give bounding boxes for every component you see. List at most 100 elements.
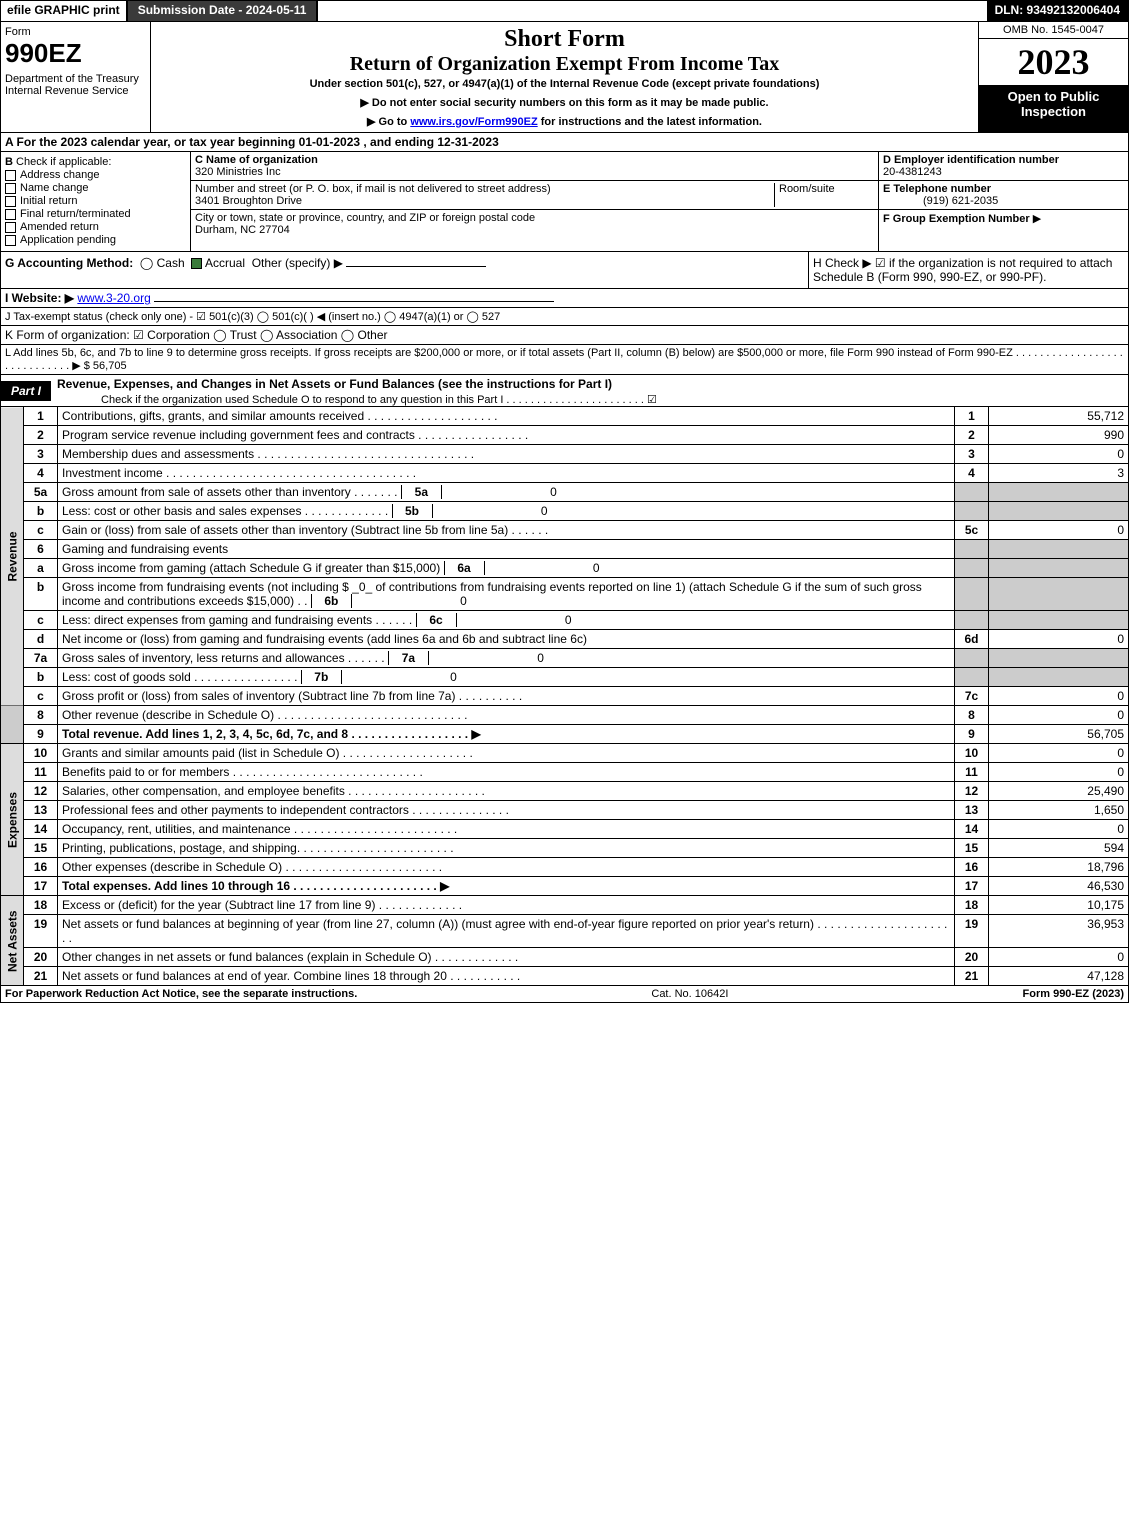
ln5b-sub: 5b [392, 504, 432, 518]
ln6d-text: Net income or (loss) from gaming and fun… [58, 630, 955, 649]
section-b: B Check if applicable: Address change Na… [1, 152, 191, 251]
header-middle: Short Form Return of Organization Exempt… [151, 22, 978, 132]
ln20-amt: 0 [989, 948, 1129, 967]
org-name: 320 Ministries Inc [195, 166, 281, 178]
room-suite-label: Room/suite [779, 183, 835, 195]
line-a-text: A For the 2023 calendar year, or tax yea… [5, 135, 499, 149]
g-accrual: Accrual [205, 256, 245, 270]
ln1-rn: 1 [955, 407, 989, 426]
ln6c-rn [955, 611, 989, 630]
ln9-no: 9 [24, 725, 58, 744]
ln20-text: Other changes in net assets or fund bala… [58, 948, 955, 967]
ln19-rn: 19 [955, 915, 989, 948]
c-street-label: Number and street (or P. O. box, if mail… [195, 183, 551, 195]
ln7a-no: 7a [24, 649, 58, 668]
ln15-rn: 15 [955, 839, 989, 858]
instr2-post: for instructions and the latest informat… [538, 116, 762, 128]
ln14-amt: 0 [989, 820, 1129, 839]
ln16-rn: 16 [955, 858, 989, 877]
dln-label: DLN: 93492132006404 [987, 1, 1128, 21]
ln9-desc: Total revenue. Add lines 1, 2, 3, 4, 5c,… [62, 727, 481, 741]
ln6c-sv: 0 [456, 613, 576, 627]
ln7b-sv: 0 [341, 670, 461, 684]
irs-link[interactable]: www.irs.gov/Form990EZ [410, 116, 537, 128]
ln17-amt: 46,530 [989, 877, 1129, 896]
ln7a-text: Gross sales of inventory, less returns a… [58, 649, 955, 668]
c-name-label: C Name of organization [195, 154, 318, 166]
ln5c-text: Gain or (loss) from sale of assets other… [58, 521, 955, 540]
form-header: Form 990EZ Department of the Treasury In… [0, 22, 1129, 133]
ln10-text: Grants and similar amounts paid (list in… [58, 744, 955, 763]
ln20-no: 20 [24, 948, 58, 967]
ln3-rn: 3 [955, 445, 989, 464]
ln1-text: Contributions, gifts, grants, and simila… [58, 407, 955, 426]
ln6c-amt [989, 611, 1129, 630]
ln7b-no: b [24, 668, 58, 687]
ln3-no: 3 [24, 445, 58, 464]
ln7a-sv: 0 [428, 651, 548, 665]
top-bar: efile GRAPHIC print Submission Date - 20… [0, 0, 1129, 22]
ln10-no: 10 [24, 744, 58, 763]
checkbox-amended-return[interactable] [5, 222, 16, 233]
line-g: G Accounting Method: ◯ Cash Accrual Othe… [1, 252, 808, 288]
d-label: D Employer identification number [883, 154, 1059, 166]
ln5b-text: Less: cost or other basis and sales expe… [58, 502, 955, 521]
ln6b-desc: Gross income from fundraising events (no… [62, 580, 922, 608]
form-number: 990EZ [5, 38, 146, 69]
ln14-rn: 14 [955, 820, 989, 839]
part-1-sub: Check if the organization used Schedule … [51, 393, 1128, 406]
ln6a-desc: Gross income from gaming (attach Schedul… [62, 561, 440, 575]
section-d-e-f: D Employer identification number 20-4381… [878, 152, 1128, 251]
checkbox-name-change[interactable] [5, 183, 16, 194]
ln3-amt: 0 [989, 445, 1129, 464]
checkbox-final-return[interactable] [5, 209, 16, 220]
checkbox-initial-return[interactable] [5, 196, 16, 207]
opt-application-pending: Application pending [20, 234, 116, 246]
ln14-no: 14 [24, 820, 58, 839]
ln6a-rn [955, 559, 989, 578]
ln21-rn: 21 [955, 967, 989, 986]
ln18-no: 18 [24, 896, 58, 915]
ln12-amt: 25,490 [989, 782, 1129, 801]
ln2-text: Program service revenue including govern… [58, 426, 955, 445]
foot-left: For Paperwork Reduction Act Notice, see … [5, 988, 357, 1000]
ln7b-desc: Less: cost of goods sold . . . . . . . .… [62, 670, 297, 684]
instr2-pre: ▶ Go to [367, 116, 410, 128]
ln21-amt: 47,128 [989, 967, 1129, 986]
ln18-text: Excess or (deficit) for the year (Subtra… [58, 896, 955, 915]
line-h: H Check ▶ ☑ if the organization is not r… [808, 252, 1128, 288]
ln6c-text: Less: direct expenses from gaming and fu… [58, 611, 955, 630]
expenses-side-label: Expenses [1, 744, 24, 896]
checkbox-application-pending[interactable] [5, 235, 16, 246]
ln7b-rn [955, 668, 989, 687]
revenue-side-cont [1, 706, 24, 744]
ln17-desc: Total expenses. Add lines 10 through 16 … [62, 879, 449, 893]
ln18-amt: 10,175 [989, 896, 1129, 915]
checkbox-address-change[interactable] [5, 170, 16, 181]
website-link[interactable]: www.3-20.org [77, 291, 150, 305]
opt-name-change: Name change [20, 182, 89, 194]
line-k: K Form of organization: ☑ Corporation ◯ … [0, 326, 1129, 345]
part-1-title: Revenue, Expenses, and Changes in Net As… [51, 375, 1128, 393]
ln18-rn: 18 [955, 896, 989, 915]
ln7c-amt: 0 [989, 687, 1129, 706]
line-a: A For the 2023 calendar year, or tax yea… [0, 133, 1129, 152]
ln6-text: Gaming and fundraising events [58, 540, 955, 559]
ln2-rn: 2 [955, 426, 989, 445]
checkbox-accrual[interactable] [191, 258, 202, 269]
ln12-rn: 12 [955, 782, 989, 801]
efile-print-button[interactable]: efile GRAPHIC print [1, 1, 128, 21]
ln1-no: 1 [24, 407, 58, 426]
opt-final-return: Final return/terminated [20, 208, 131, 220]
ln6b-sub: 6b [311, 594, 351, 608]
ln11-no: 11 [24, 763, 58, 782]
ln15-text: Printing, publications, postage, and shi… [58, 839, 955, 858]
ln5a-sub: 5a [401, 485, 441, 499]
line-i: I Website: ▶ www.3-20.org [0, 289, 1129, 308]
ln2-amt: 990 [989, 426, 1129, 445]
i-label: I Website: ▶ [5, 291, 74, 305]
ln13-rn: 13 [955, 801, 989, 820]
org-street: 3401 Broughton Drive [195, 195, 302, 207]
ln6d-rn: 6d [955, 630, 989, 649]
b-label: B [5, 156, 13, 168]
